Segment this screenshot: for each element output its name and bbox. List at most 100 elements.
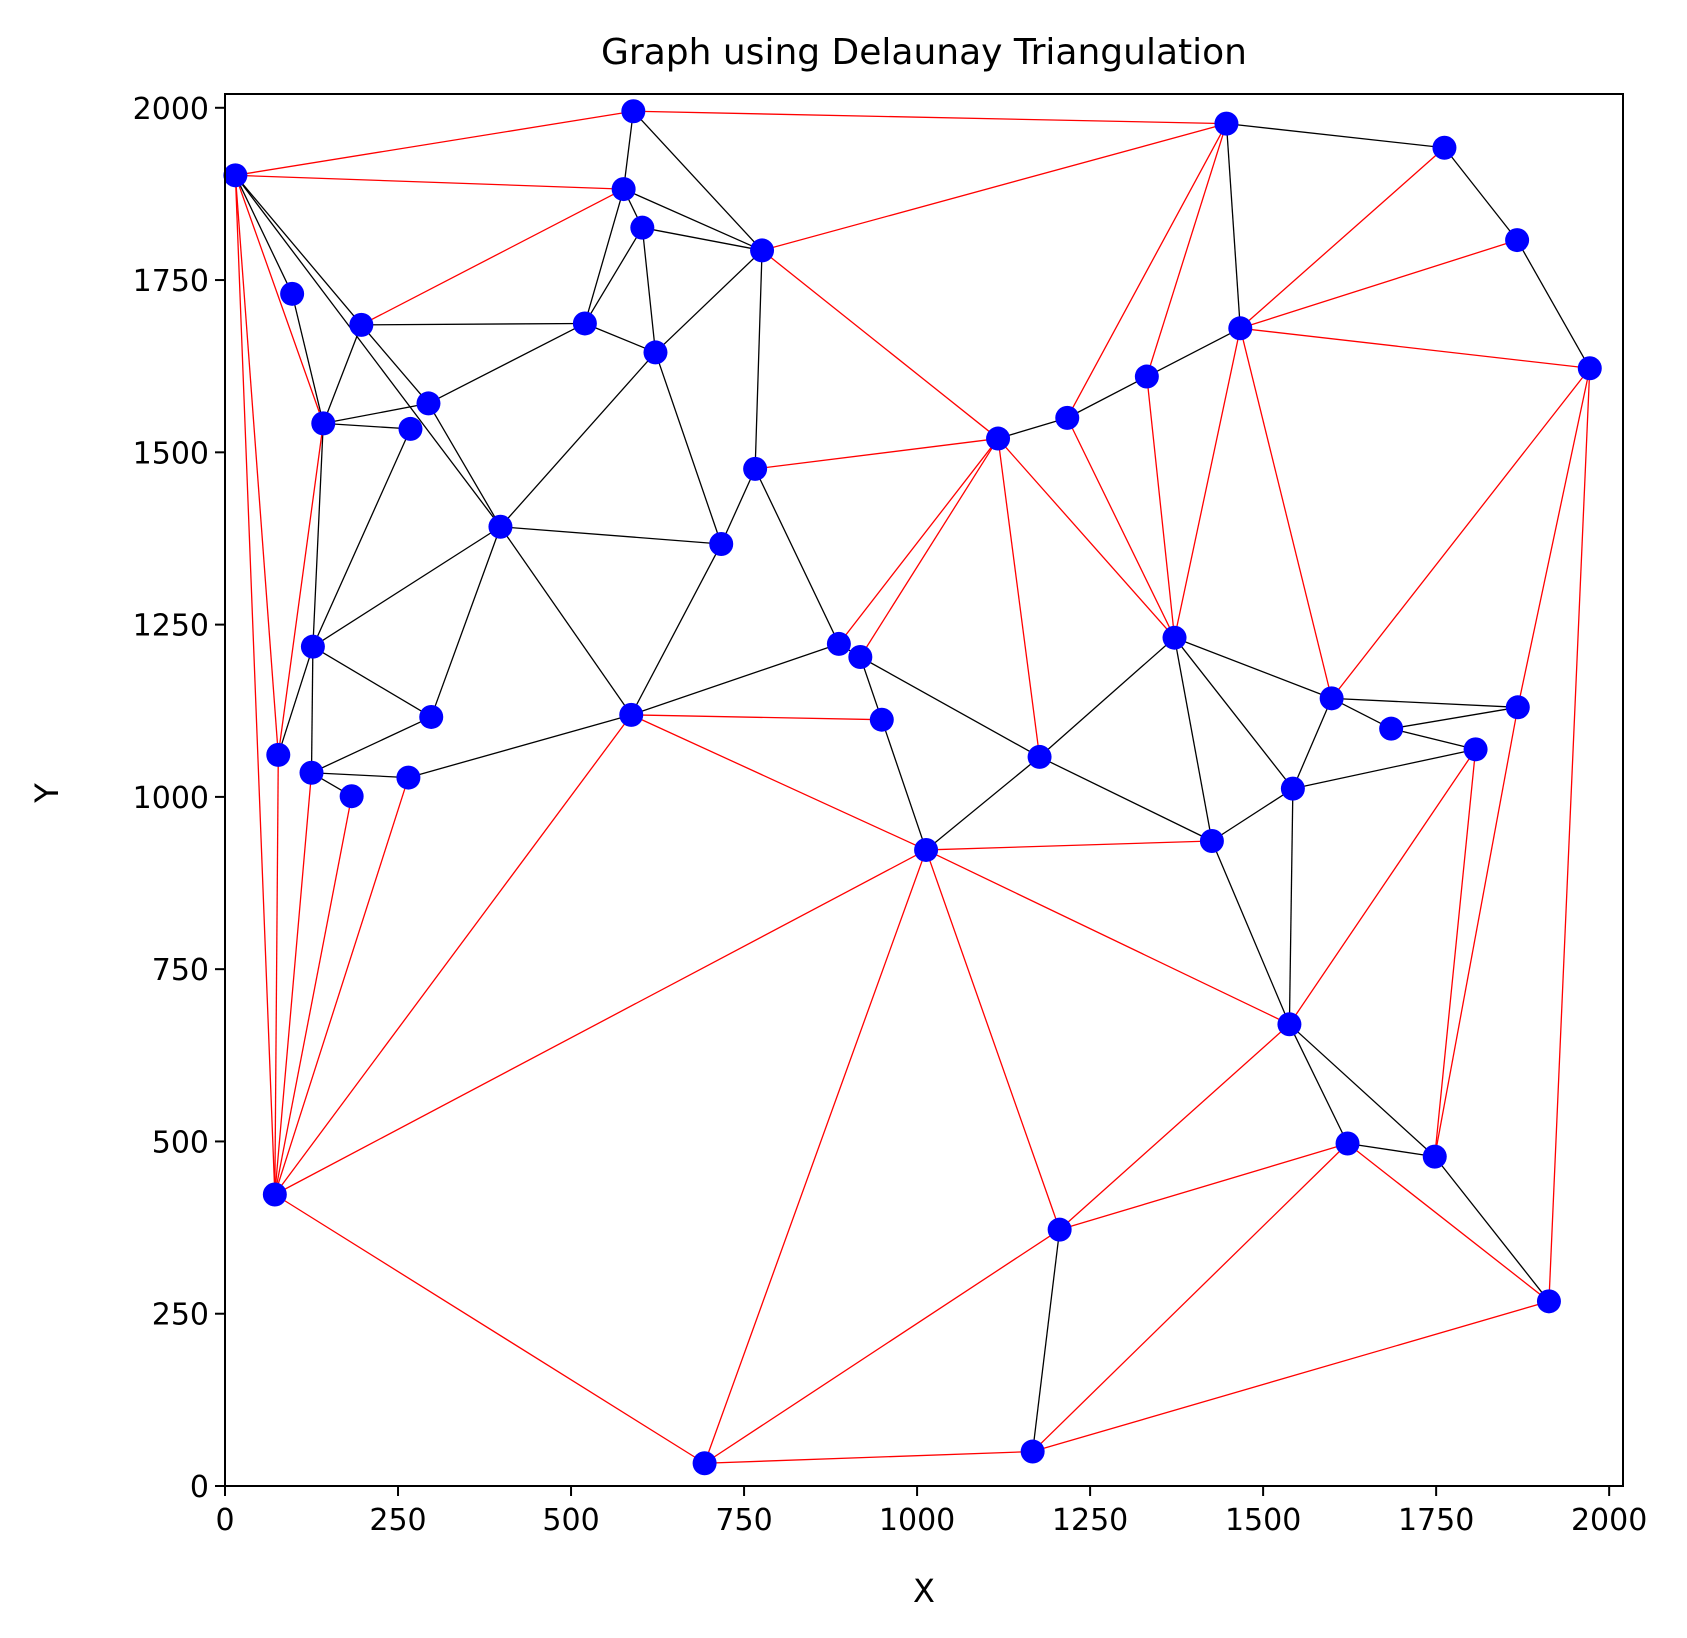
- plot-frame: [224, 93, 1624, 1487]
- data-point: [692, 1451, 717, 1476]
- black-edge: [311, 772, 409, 779]
- black-edge: [1211, 840, 1291, 1025]
- red-edge: [925, 849, 1061, 1230]
- red-edge: [1146, 376, 1176, 638]
- red-edge: [761, 123, 1227, 252]
- black-edge: [1174, 637, 1332, 699]
- data-point: [1379, 716, 1404, 741]
- black-edge: [1390, 728, 1476, 750]
- data-point: [630, 215, 655, 240]
- black-edge: [1066, 375, 1148, 419]
- data-point: [396, 765, 421, 790]
- black-edge: [1211, 788, 1294, 842]
- red-edge: [1240, 239, 1518, 329]
- data-point: [709, 531, 734, 556]
- black-edge: [499, 526, 632, 716]
- y-tick-label: 500: [152, 1125, 209, 1160]
- red-edge: [838, 438, 999, 645]
- black-edge: [632, 110, 763, 251]
- data-point: [1505, 695, 1530, 720]
- red-edge: [1434, 749, 1477, 1157]
- red-edge: [1059, 1142, 1348, 1231]
- data-point: [1463, 737, 1488, 762]
- data-point: [262, 1182, 287, 1207]
- data-point: [223, 163, 248, 188]
- red-edge: [704, 1450, 1033, 1464]
- data-point: [621, 99, 646, 124]
- red-edge: [703, 849, 927, 1464]
- red-edge: [631, 714, 882, 721]
- data-point: [1280, 776, 1305, 801]
- red-edge: [1032, 1300, 1550, 1453]
- x-axis-label: X: [913, 1572, 935, 1610]
- red-edge: [234, 175, 279, 755]
- y-axis-ticks: 0 250 500 750 1000 1250 1500 1750 2000: [133, 92, 225, 1505]
- black-edge: [584, 227, 643, 324]
- data-point: [1055, 405, 1080, 430]
- black-edge: [360, 324, 429, 404]
- black-edge: [1032, 1229, 1061, 1452]
- red-edge: [277, 423, 324, 755]
- data-point: [488, 514, 513, 539]
- black-edge: [1039, 637, 1175, 758]
- x-tick-label: 1000: [879, 1503, 955, 1538]
- x-tick-label: 500: [542, 1503, 599, 1538]
- data-point: [280, 281, 305, 306]
- data-point: [914, 837, 939, 862]
- data-point: [299, 760, 324, 785]
- data-point: [1020, 1439, 1045, 1464]
- black-edge: [310, 646, 314, 773]
- black-edge: [584, 188, 625, 324]
- data-point: [339, 784, 364, 809]
- x-tick-label: 250: [369, 1503, 426, 1538]
- black-edge: [1288, 1024, 1349, 1144]
- y-axis-label: Y: [28, 783, 66, 804]
- red-edge: [1548, 368, 1591, 1302]
- black-edge: [408, 714, 632, 779]
- black-edge: [499, 351, 656, 528]
- black-edge: [641, 227, 657, 353]
- data-point: [743, 456, 768, 481]
- black-edge: [312, 423, 324, 647]
- y-tick-label: 0: [190, 1470, 209, 1505]
- data-point: [1536, 1289, 1561, 1314]
- black-edge: [361, 322, 585, 326]
- black-edge: [881, 719, 927, 851]
- data-point: [986, 426, 1011, 451]
- black-edge: [997, 417, 1068, 440]
- black-edge: [642, 227, 763, 252]
- black-edge: [311, 716, 432, 774]
- y-tick-label: 750: [152, 953, 209, 988]
- data-point: [300, 634, 325, 659]
- data-point: [1228, 316, 1253, 341]
- red-edge: [1032, 1143, 1349, 1453]
- black-edge: [234, 175, 293, 295]
- data-point: [869, 707, 894, 732]
- black-edge: [312, 526, 501, 648]
- red-edge: [274, 777, 410, 1195]
- black-edge: [754, 468, 840, 645]
- black-edge: [323, 422, 411, 430]
- black-edge: [427, 403, 502, 528]
- data-point: [1319, 686, 1344, 711]
- data-point: [848, 645, 873, 670]
- red-edge: [1517, 368, 1591, 708]
- red-edge: [274, 772, 313, 1195]
- black-edge: [1288, 1023, 1436, 1158]
- red-edge: [274, 849, 927, 1196]
- black-edge: [1331, 697, 1518, 708]
- black-edge: [631, 643, 840, 716]
- data-point: [826, 631, 851, 656]
- x-tick-label: 1750: [1398, 1503, 1474, 1538]
- red-edge: [235, 174, 624, 190]
- black-edge: [1434, 1156, 1550, 1302]
- data-points: [223, 99, 1602, 1476]
- x-tick-label: 2000: [1571, 1503, 1647, 1538]
- black-edge: [1292, 698, 1333, 789]
- black-edge: [720, 468, 756, 545]
- data-point: [1422, 1144, 1447, 1169]
- black-edge: [1516, 239, 1591, 369]
- data-point: [1505, 228, 1530, 253]
- black-edge: [234, 174, 362, 326]
